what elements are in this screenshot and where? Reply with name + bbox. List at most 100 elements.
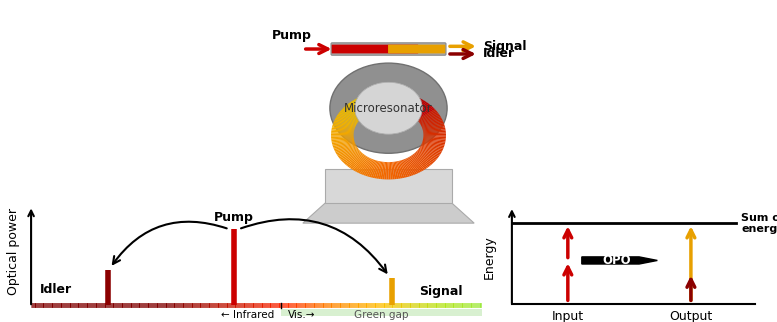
Wedge shape: [423, 131, 446, 133]
Wedge shape: [381, 162, 385, 179]
Wedge shape: [405, 158, 417, 174]
Wedge shape: [350, 155, 366, 169]
Wedge shape: [371, 161, 379, 178]
Wedge shape: [420, 147, 440, 156]
Wedge shape: [331, 136, 354, 138]
Wedge shape: [423, 129, 446, 132]
Wedge shape: [369, 160, 378, 177]
Wedge shape: [331, 137, 354, 140]
Wedge shape: [408, 99, 422, 113]
Wedge shape: [377, 92, 382, 109]
Wedge shape: [373, 161, 380, 178]
Wedge shape: [333, 123, 355, 129]
Wedge shape: [395, 162, 400, 179]
Wedge shape: [397, 92, 404, 109]
Wedge shape: [407, 157, 420, 173]
Wedge shape: [416, 150, 436, 161]
Wedge shape: [351, 156, 367, 170]
Wedge shape: [361, 96, 373, 111]
Wedge shape: [360, 96, 372, 112]
Wedge shape: [382, 91, 386, 109]
Wedge shape: [344, 153, 363, 165]
Wedge shape: [418, 149, 438, 159]
Wedge shape: [420, 145, 442, 153]
Wedge shape: [367, 160, 377, 177]
Wedge shape: [333, 125, 354, 130]
Wedge shape: [333, 142, 355, 147]
Wedge shape: [409, 99, 424, 114]
Wedge shape: [367, 94, 377, 110]
Wedge shape: [423, 139, 445, 143]
Ellipse shape: [330, 63, 447, 153]
Wedge shape: [423, 136, 446, 138]
Wedge shape: [341, 150, 361, 161]
Wedge shape: [413, 154, 430, 167]
Wedge shape: [423, 126, 445, 131]
Wedge shape: [407, 98, 420, 113]
Wedge shape: [409, 156, 424, 171]
Wedge shape: [422, 143, 444, 149]
Wedge shape: [349, 155, 365, 168]
Text: Microresonator: Microresonator: [344, 102, 433, 115]
Text: Signal: Signal: [419, 285, 462, 298]
Wedge shape: [411, 101, 427, 115]
Wedge shape: [420, 116, 441, 124]
FancyArrow shape: [582, 257, 657, 264]
Wedge shape: [416, 151, 435, 163]
Wedge shape: [360, 158, 372, 174]
Wedge shape: [413, 103, 430, 117]
Wedge shape: [386, 162, 388, 179]
Wedge shape: [349, 102, 365, 116]
Wedge shape: [331, 135, 354, 137]
Wedge shape: [333, 122, 355, 128]
Wedge shape: [371, 93, 379, 110]
Wedge shape: [355, 99, 369, 113]
Wedge shape: [411, 155, 427, 169]
Wedge shape: [347, 154, 364, 167]
Wedge shape: [421, 145, 443, 152]
Wedge shape: [336, 146, 357, 155]
Wedge shape: [331, 129, 354, 132]
Wedge shape: [346, 153, 364, 166]
Wedge shape: [365, 94, 375, 111]
Wedge shape: [343, 152, 362, 164]
Wedge shape: [392, 91, 396, 109]
Wedge shape: [399, 160, 408, 177]
Wedge shape: [423, 132, 446, 134]
Wedge shape: [332, 128, 354, 131]
Wedge shape: [392, 162, 396, 179]
Wedge shape: [334, 120, 356, 127]
Wedge shape: [406, 158, 419, 174]
Wedge shape: [391, 162, 395, 179]
Wedge shape: [410, 156, 426, 170]
Wedge shape: [331, 132, 354, 134]
Wedge shape: [421, 119, 443, 126]
Wedge shape: [423, 134, 446, 135]
Wedge shape: [358, 158, 371, 174]
Wedge shape: [375, 92, 382, 109]
Text: Pump: Pump: [214, 211, 254, 224]
Wedge shape: [382, 162, 386, 179]
Wedge shape: [336, 116, 357, 124]
Wedge shape: [381, 91, 385, 109]
Wedge shape: [414, 153, 433, 165]
Wedge shape: [419, 113, 439, 123]
Wedge shape: [331, 138, 354, 141]
FancyBboxPatch shape: [331, 43, 446, 55]
Text: Sum of
energy: Sum of energy: [741, 213, 777, 234]
Wedge shape: [422, 122, 444, 128]
Wedge shape: [390, 162, 392, 179]
Wedge shape: [337, 147, 357, 156]
Wedge shape: [385, 91, 387, 109]
FancyBboxPatch shape: [332, 45, 418, 53]
Wedge shape: [375, 161, 382, 178]
Wedge shape: [423, 140, 445, 145]
Wedge shape: [350, 101, 366, 115]
Wedge shape: [417, 110, 437, 121]
Wedge shape: [423, 128, 445, 131]
Wedge shape: [342, 108, 361, 119]
Wedge shape: [335, 145, 357, 153]
Wedge shape: [331, 134, 354, 135]
Wedge shape: [364, 95, 375, 111]
Text: Signal: Signal: [483, 40, 527, 53]
